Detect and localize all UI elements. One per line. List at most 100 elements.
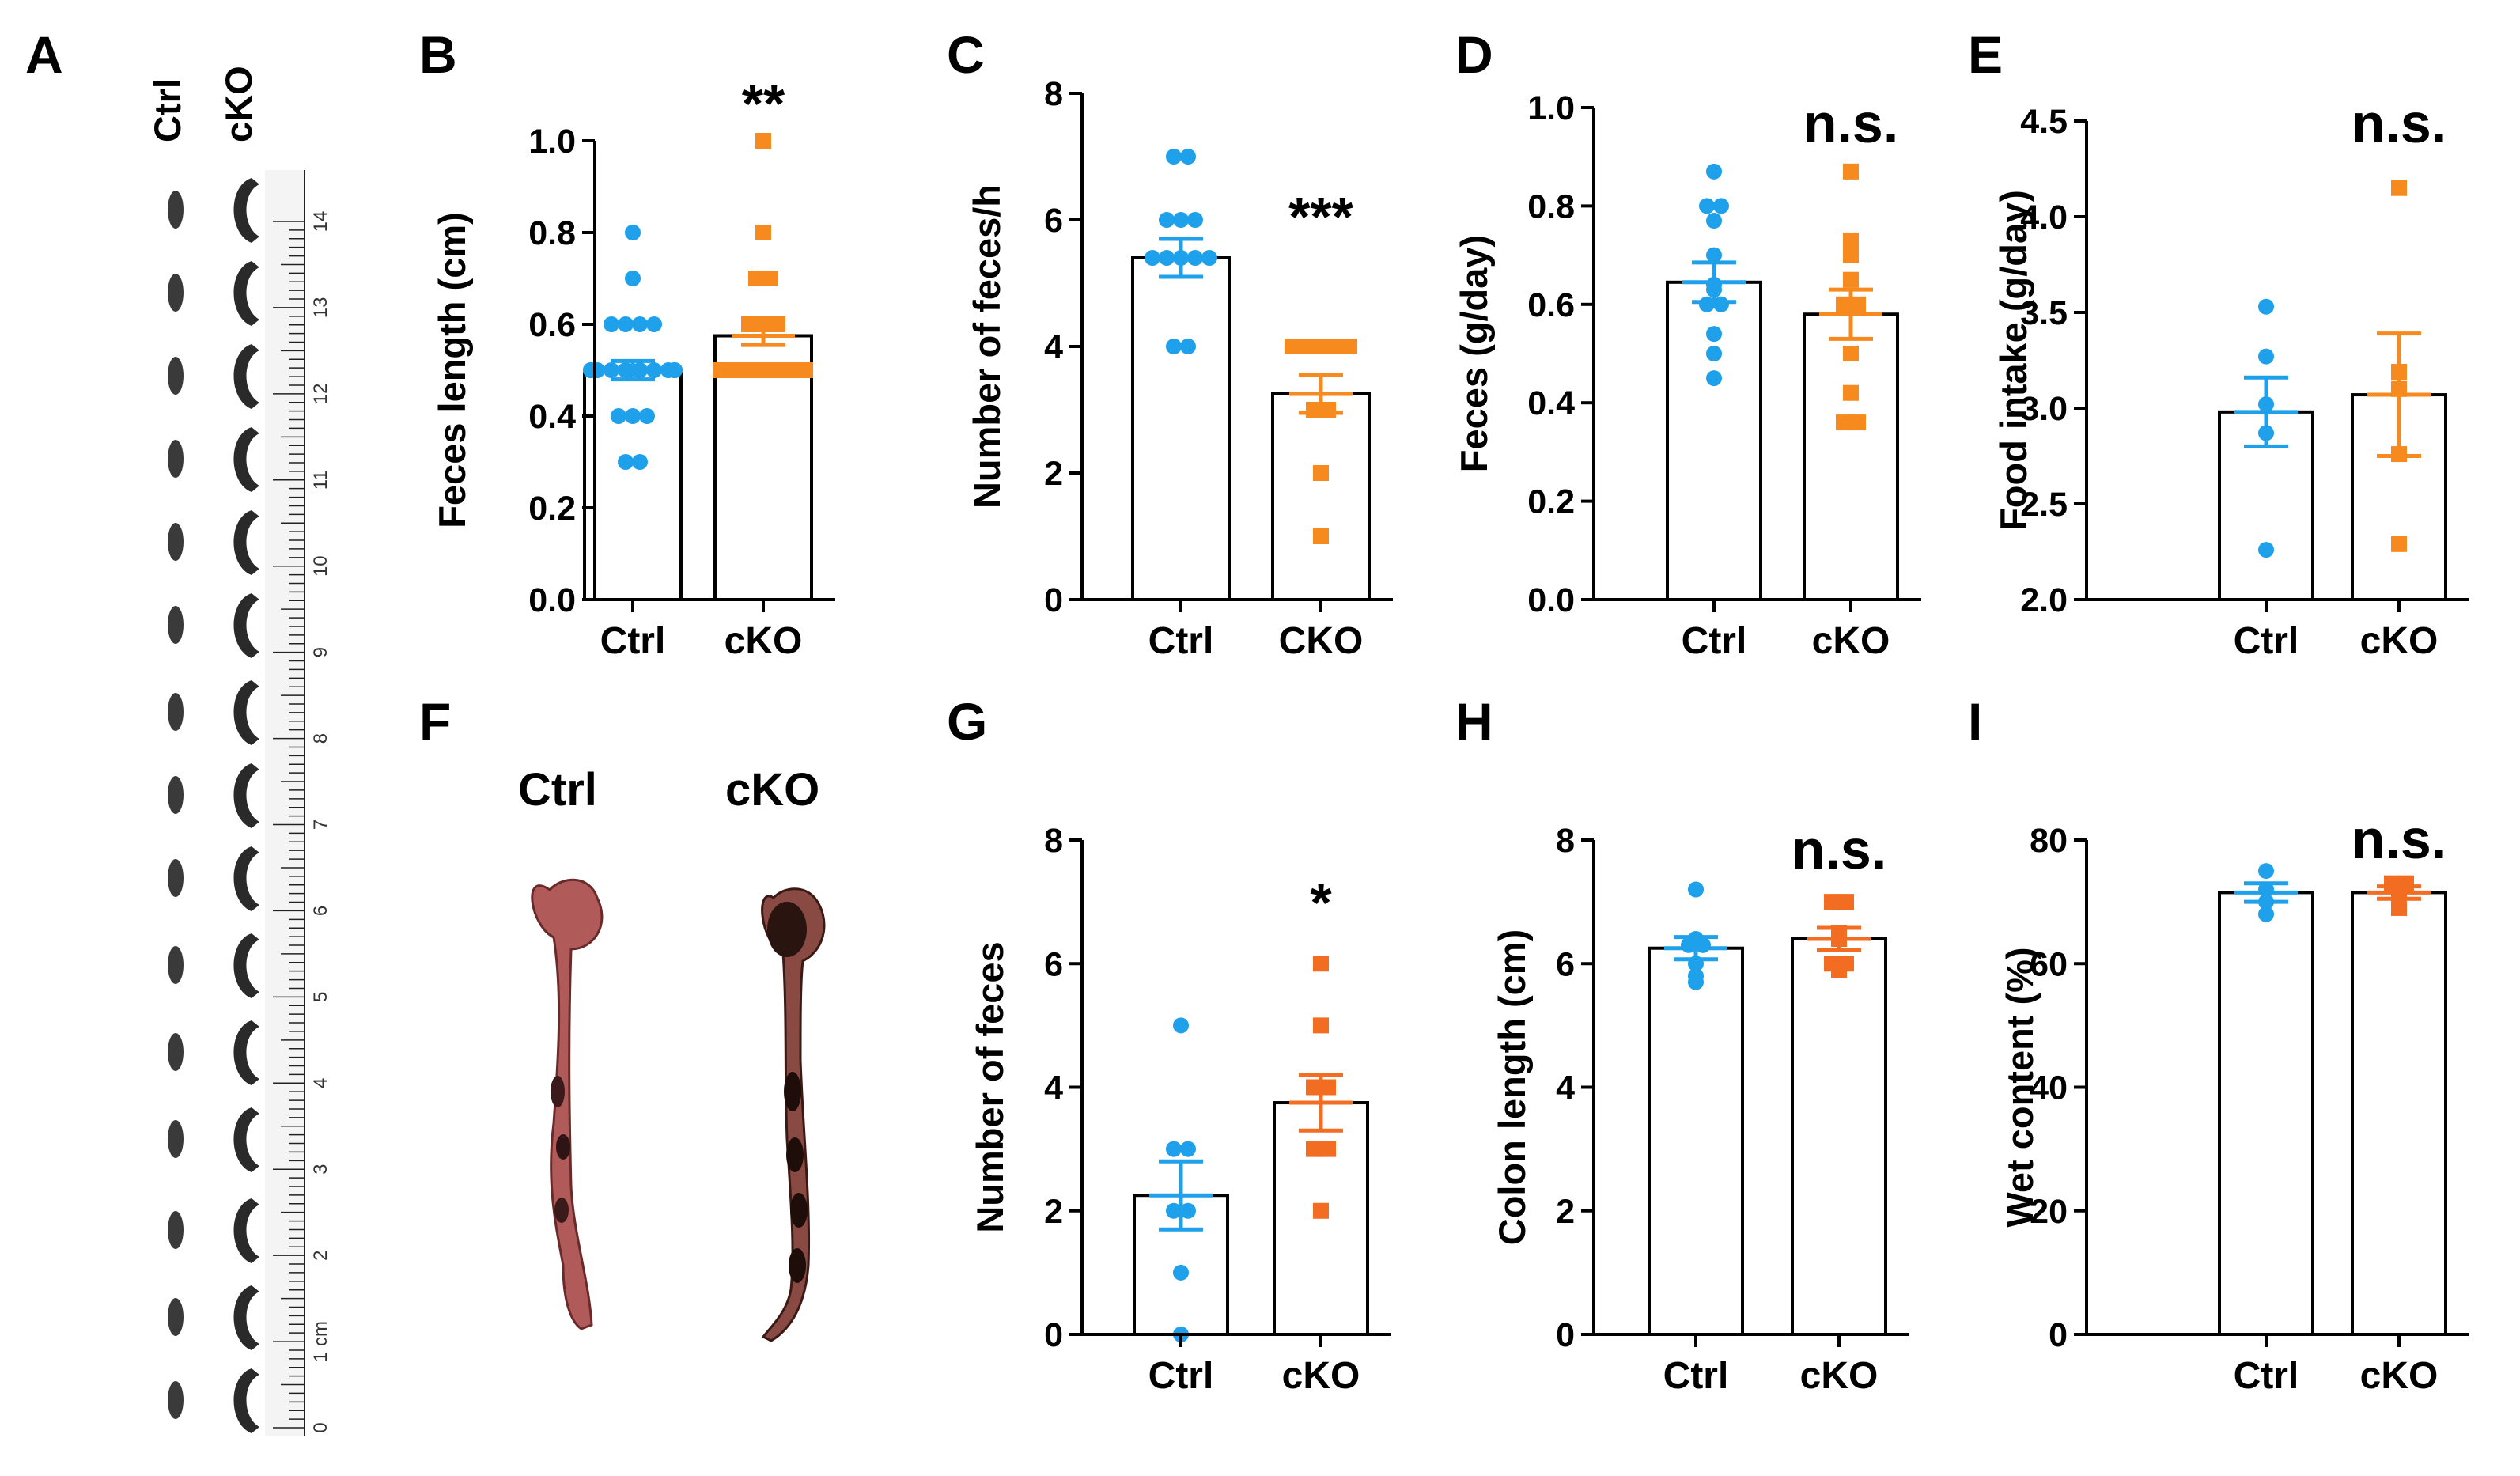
ctrl-pellet	[168, 357, 184, 395]
data-point-ctrl	[1166, 339, 1182, 354]
data-point-cko	[1313, 465, 1329, 481]
y-tick-label: 4	[1556, 1069, 1575, 1107]
y-tick-label: 8	[1556, 822, 1575, 860]
ruler-number: 10	[310, 555, 331, 577]
x-tick-label: cKO	[725, 620, 803, 662]
data-point-ctrl	[1166, 1202, 1182, 1219]
y-axis-label: Feces length (cm)	[431, 212, 473, 528]
cko-pellet	[233, 933, 259, 998]
panel-a-cko-header: cKO	[218, 66, 259, 142]
y-tick-label: 40	[2030, 1069, 2068, 1107]
data-point-cko	[1341, 339, 1357, 354]
data-point-cko	[748, 271, 764, 286]
panel-f-label: F	[419, 692, 451, 751]
chart-panel-label: C	[947, 25, 985, 84]
data-point-ctrl	[618, 316, 634, 332]
data-point-cko	[1320, 1141, 1336, 1157]
error-bar-ctrl	[2234, 881, 2298, 904]
ctrl-pellet	[168, 523, 184, 561]
ctrl-pellet	[168, 440, 184, 478]
bar-ctrl	[583, 369, 683, 601]
data-point-ctrl	[611, 408, 626, 424]
colon-photo-cko	[761, 887, 826, 1342]
data-point-ctrl	[1173, 212, 1189, 228]
y-tick-label: 0	[1044, 1316, 1063, 1354]
y-tick-label: 0.8	[1527, 187, 1575, 225]
bar-ctrl	[1648, 946, 1744, 1336]
data-point-ctrl	[1180, 1141, 1196, 1157]
x-tick-label: Ctrl	[1682, 620, 1747, 662]
x-tick-label: cKO	[1812, 620, 1890, 662]
ruler-number: 1 cm	[310, 1321, 331, 1362]
ctrl-pellet	[168, 1298, 184, 1336]
chart-panel-label: D	[1455, 25, 1493, 84]
data-point-ctrl	[1706, 247, 1722, 263]
ruler-body	[265, 170, 305, 1436]
ctrl-pellet	[168, 274, 184, 312]
x-tick-label: Ctrl	[1148, 620, 1214, 662]
ctrl-pellet	[168, 1211, 184, 1249]
cko-pellet	[233, 261, 259, 326]
cko-pellet	[233, 593, 259, 658]
error-bar-ctrl	[1664, 935, 1727, 962]
y-tick-label: 0.8	[528, 214, 576, 252]
data-point-ctrl	[1166, 1141, 1182, 1157]
x-tick-label: cKO	[1800, 1355, 1879, 1397]
data-point-cko	[2391, 899, 2407, 916]
chart-E: E 2.0 2.5 3.0 3.5 4.0 4.5 Ctrl cKO Food intake (g…	[1968, 25, 2469, 662]
y-tick-label: 0.0	[528, 581, 576, 619]
ctrl-pellet	[168, 946, 184, 984]
cko-pellet	[233, 1368, 259, 1433]
data-point-cko	[2391, 536, 2407, 552]
data-point-ctrl	[625, 271, 641, 286]
chart-B: B 0.0 0.2 0.4 0.6 0.8 1.0 Ctrl cKO Feces length (…	[419, 25, 835, 662]
data-point-ctrl	[632, 316, 648, 332]
ctrl-pellet	[168, 693, 184, 731]
ctrl-pellet	[168, 1120, 184, 1158]
data-point-ctrl	[639, 408, 655, 424]
data-point-ctrl	[1706, 326, 1722, 343]
ruler-number: 3	[310, 1164, 331, 1175]
data-point-cko	[1850, 414, 1866, 431]
data-point-ctrl	[1706, 163, 1722, 180]
ctrl-pellet	[168, 1381, 184, 1419]
data-point-ctrl	[1173, 1017, 1189, 1034]
x-tick-label: Ctrl	[600, 620, 666, 662]
ruler-number: 9	[310, 647, 331, 657]
significance-marker: n.s.	[2352, 93, 2447, 154]
cko-pellet	[233, 344, 259, 409]
data-point-cko	[1320, 1079, 1336, 1096]
y-tick-label: 0	[1556, 1316, 1575, 1354]
data-point-cko	[713, 362, 729, 378]
feces-pellets-photo	[168, 178, 259, 1433]
y-tick-label: 6	[1044, 202, 1063, 240]
data-point-cko	[1850, 296, 1866, 312]
chart-C: C 0 2 4 6 8 Ctrl CKO Number of feces/h ***	[947, 25, 1393, 662]
data-point-cko	[1313, 1202, 1329, 1219]
ctrl-pellet	[168, 859, 184, 897]
bar-cko	[1271, 392, 1371, 601]
data-point-cko	[762, 271, 778, 286]
x-tick-label: Ctrl	[1663, 1355, 1729, 1397]
data-point-cko	[755, 362, 771, 378]
data-point-cko	[1838, 894, 1854, 910]
y-tick-label: 20	[2030, 1193, 2068, 1231]
y-tick-label: 2	[1044, 1193, 1063, 1231]
bar-ctrl	[2218, 891, 2314, 1336]
error-bar-cko	[2367, 331, 2431, 458]
ruler-number: 13	[310, 297, 331, 319]
data-point-ctrl	[1173, 1264, 1189, 1281]
cko-pellet	[233, 1107, 259, 1172]
y-tick-label: 0.2	[1527, 483, 1575, 521]
y-axis-label: Colon length (cm)	[1491, 929, 1533, 1245]
panel-a-ctrl-header: Ctrl	[146, 78, 188, 142]
y-tick-label: 4.0	[2020, 199, 2068, 237]
significance-marker: n.s.	[1792, 819, 1887, 880]
cko-pellet	[233, 178, 259, 243]
data-point-ctrl	[667, 362, 683, 378]
panel-f-cko-header: cKO	[725, 764, 819, 816]
error-bar-ctrl	[601, 358, 664, 382]
data-point-ctrl	[625, 408, 641, 424]
data-point-ctrl	[625, 225, 641, 240]
